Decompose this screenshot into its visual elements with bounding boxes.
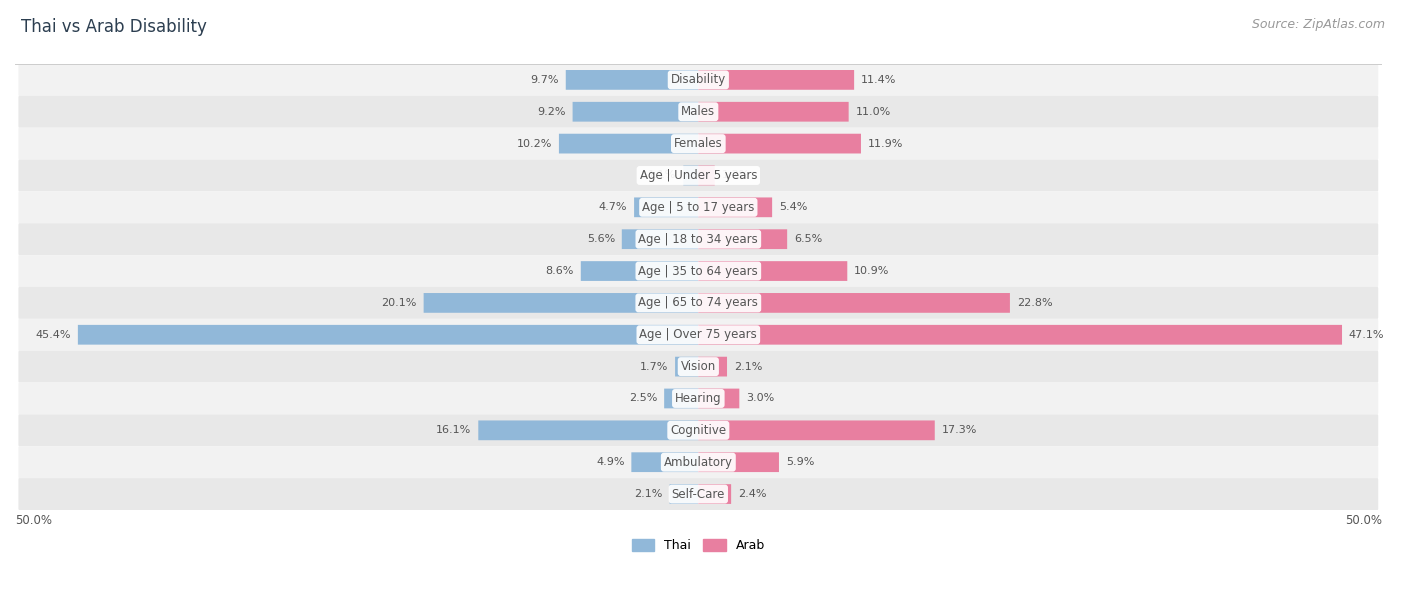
Text: 17.3%: 17.3% [942, 425, 977, 435]
Text: 10.9%: 10.9% [853, 266, 890, 276]
Text: 2.5%: 2.5% [628, 394, 658, 403]
FancyBboxPatch shape [581, 261, 699, 281]
Text: Age | Under 5 years: Age | Under 5 years [640, 169, 756, 182]
Legend: Thai, Arab: Thai, Arab [627, 534, 770, 558]
FancyBboxPatch shape [631, 452, 699, 472]
Text: 11.4%: 11.4% [860, 75, 897, 85]
FancyBboxPatch shape [18, 96, 1378, 128]
Text: 1.7%: 1.7% [640, 362, 668, 371]
Text: Disability: Disability [671, 73, 725, 86]
Text: Cognitive: Cognitive [671, 424, 727, 437]
Text: Vision: Vision [681, 360, 716, 373]
Text: 11.0%: 11.0% [855, 106, 891, 117]
Text: 9.7%: 9.7% [530, 75, 560, 85]
FancyBboxPatch shape [423, 293, 699, 313]
Text: 9.2%: 9.2% [537, 106, 565, 117]
Text: Females: Females [673, 137, 723, 150]
Text: Source: ZipAtlas.com: Source: ZipAtlas.com [1251, 18, 1385, 31]
Text: 1.1%: 1.1% [648, 171, 676, 181]
Text: 1.2%: 1.2% [721, 171, 749, 181]
Text: 5.4%: 5.4% [779, 203, 807, 212]
Text: Self-Care: Self-Care [672, 488, 725, 501]
FancyBboxPatch shape [699, 70, 853, 90]
FancyBboxPatch shape [18, 128, 1378, 160]
Text: 2.1%: 2.1% [634, 489, 662, 499]
Text: Age | 65 to 74 years: Age | 65 to 74 years [638, 296, 758, 310]
FancyBboxPatch shape [699, 198, 772, 217]
FancyBboxPatch shape [18, 192, 1378, 223]
Text: Males: Males [682, 105, 716, 118]
Text: Ambulatory: Ambulatory [664, 456, 733, 469]
FancyBboxPatch shape [699, 102, 849, 122]
FancyBboxPatch shape [699, 484, 731, 504]
FancyBboxPatch shape [699, 389, 740, 408]
Text: Thai vs Arab Disability: Thai vs Arab Disability [21, 18, 207, 36]
Text: 50.0%: 50.0% [1344, 514, 1382, 527]
FancyBboxPatch shape [560, 134, 699, 154]
FancyBboxPatch shape [18, 64, 1378, 96]
Text: 10.2%: 10.2% [517, 138, 553, 149]
Text: Age | Over 75 years: Age | Over 75 years [640, 328, 758, 341]
Text: 50.0%: 50.0% [15, 514, 52, 527]
FancyBboxPatch shape [18, 382, 1378, 414]
FancyBboxPatch shape [18, 414, 1378, 446]
FancyBboxPatch shape [572, 102, 699, 122]
FancyBboxPatch shape [18, 319, 1378, 351]
FancyBboxPatch shape [478, 420, 699, 440]
Text: Hearing: Hearing [675, 392, 721, 405]
FancyBboxPatch shape [699, 420, 935, 440]
Text: Age | 18 to 34 years: Age | 18 to 34 years [638, 233, 758, 245]
FancyBboxPatch shape [683, 166, 699, 185]
FancyBboxPatch shape [699, 261, 848, 281]
Text: 6.5%: 6.5% [794, 234, 823, 244]
FancyBboxPatch shape [699, 357, 727, 376]
Text: 47.1%: 47.1% [1348, 330, 1385, 340]
Text: 2.1%: 2.1% [734, 362, 762, 371]
Text: 5.9%: 5.9% [786, 457, 814, 467]
Text: 8.6%: 8.6% [546, 266, 574, 276]
Text: 3.0%: 3.0% [747, 394, 775, 403]
Text: 45.4%: 45.4% [35, 330, 72, 340]
Text: 22.8%: 22.8% [1017, 298, 1052, 308]
FancyBboxPatch shape [675, 357, 699, 376]
FancyBboxPatch shape [664, 389, 699, 408]
FancyBboxPatch shape [18, 351, 1378, 382]
FancyBboxPatch shape [18, 478, 1378, 510]
Text: 2.4%: 2.4% [738, 489, 766, 499]
Text: Age | 5 to 17 years: Age | 5 to 17 years [643, 201, 755, 214]
Text: 4.9%: 4.9% [596, 457, 624, 467]
Text: 16.1%: 16.1% [436, 425, 471, 435]
Text: 5.6%: 5.6% [586, 234, 614, 244]
FancyBboxPatch shape [18, 446, 1378, 478]
FancyBboxPatch shape [18, 223, 1378, 255]
FancyBboxPatch shape [669, 484, 699, 504]
Text: 4.7%: 4.7% [599, 203, 627, 212]
FancyBboxPatch shape [699, 293, 1010, 313]
FancyBboxPatch shape [699, 166, 714, 185]
FancyBboxPatch shape [634, 198, 699, 217]
FancyBboxPatch shape [77, 325, 699, 345]
FancyBboxPatch shape [565, 70, 699, 90]
FancyBboxPatch shape [18, 160, 1378, 192]
Text: Age | 35 to 64 years: Age | 35 to 64 years [638, 264, 758, 277]
FancyBboxPatch shape [699, 325, 1341, 345]
FancyBboxPatch shape [699, 134, 860, 154]
Text: 20.1%: 20.1% [381, 298, 416, 308]
FancyBboxPatch shape [18, 255, 1378, 287]
FancyBboxPatch shape [699, 230, 787, 249]
FancyBboxPatch shape [18, 287, 1378, 319]
Text: 11.9%: 11.9% [868, 138, 903, 149]
FancyBboxPatch shape [621, 230, 699, 249]
FancyBboxPatch shape [699, 452, 779, 472]
